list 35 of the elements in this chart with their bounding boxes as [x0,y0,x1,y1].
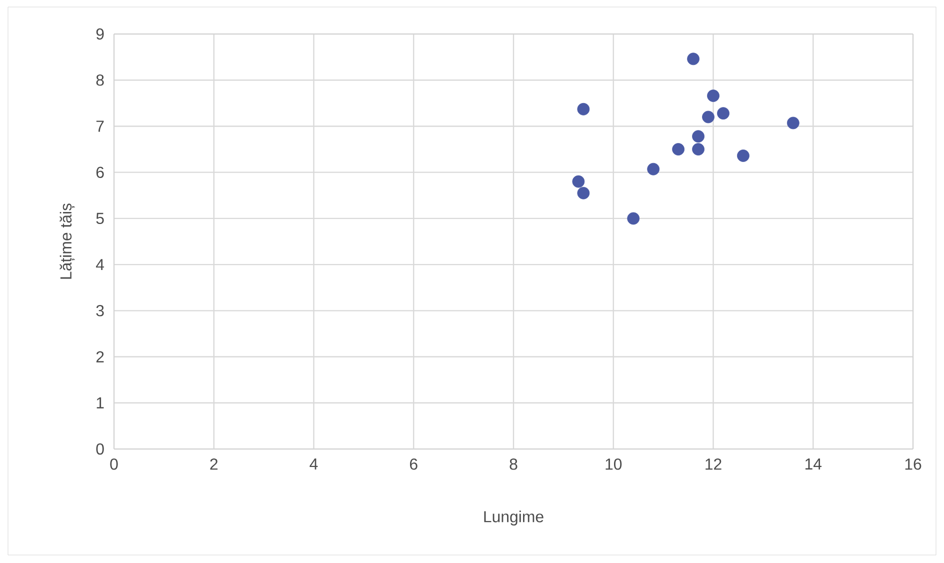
point [786,116,800,130]
point [737,150,750,162]
point [687,52,700,66]
x-tick-label: 16 [905,458,922,470]
point [702,110,714,124]
point [577,102,590,116]
x-tick-label: 6 [410,458,418,470]
point [627,212,640,225]
x-axis-title: Lungime [484,510,544,526]
x-tick-label: 8 [510,458,518,470]
point [692,143,704,156]
y-tick-label: 8 [96,74,104,86]
y-tick-label: 2 [96,351,104,362]
x-tick-label: 10 [606,458,622,470]
x-tick-label: 12 [706,458,722,470]
y-tick-label: 5 [96,212,104,224]
y-tick-label: 3 [96,305,104,316]
y-tick-label: 4 [96,259,104,270]
x-tick-label: 0 [110,458,118,470]
y-tick-label: 6 [96,166,104,178]
x-tick-label: 14 [805,458,822,470]
x-tick-label: 2 [210,458,218,470]
x-tick-label: 4 [310,458,318,470]
point [672,143,684,156]
point [572,175,585,188]
point [707,90,720,102]
point [717,107,730,120]
point [577,186,590,200]
point [647,162,660,176]
y-axis-title: Lățime tăiș [60,204,75,279]
point [692,130,704,143]
y-tick-label: 7 [96,120,104,132]
y-tick-label: 9 [96,28,104,40]
y-tick-label: 1 [96,397,104,408]
y-tick-label: 0 [96,443,104,455]
